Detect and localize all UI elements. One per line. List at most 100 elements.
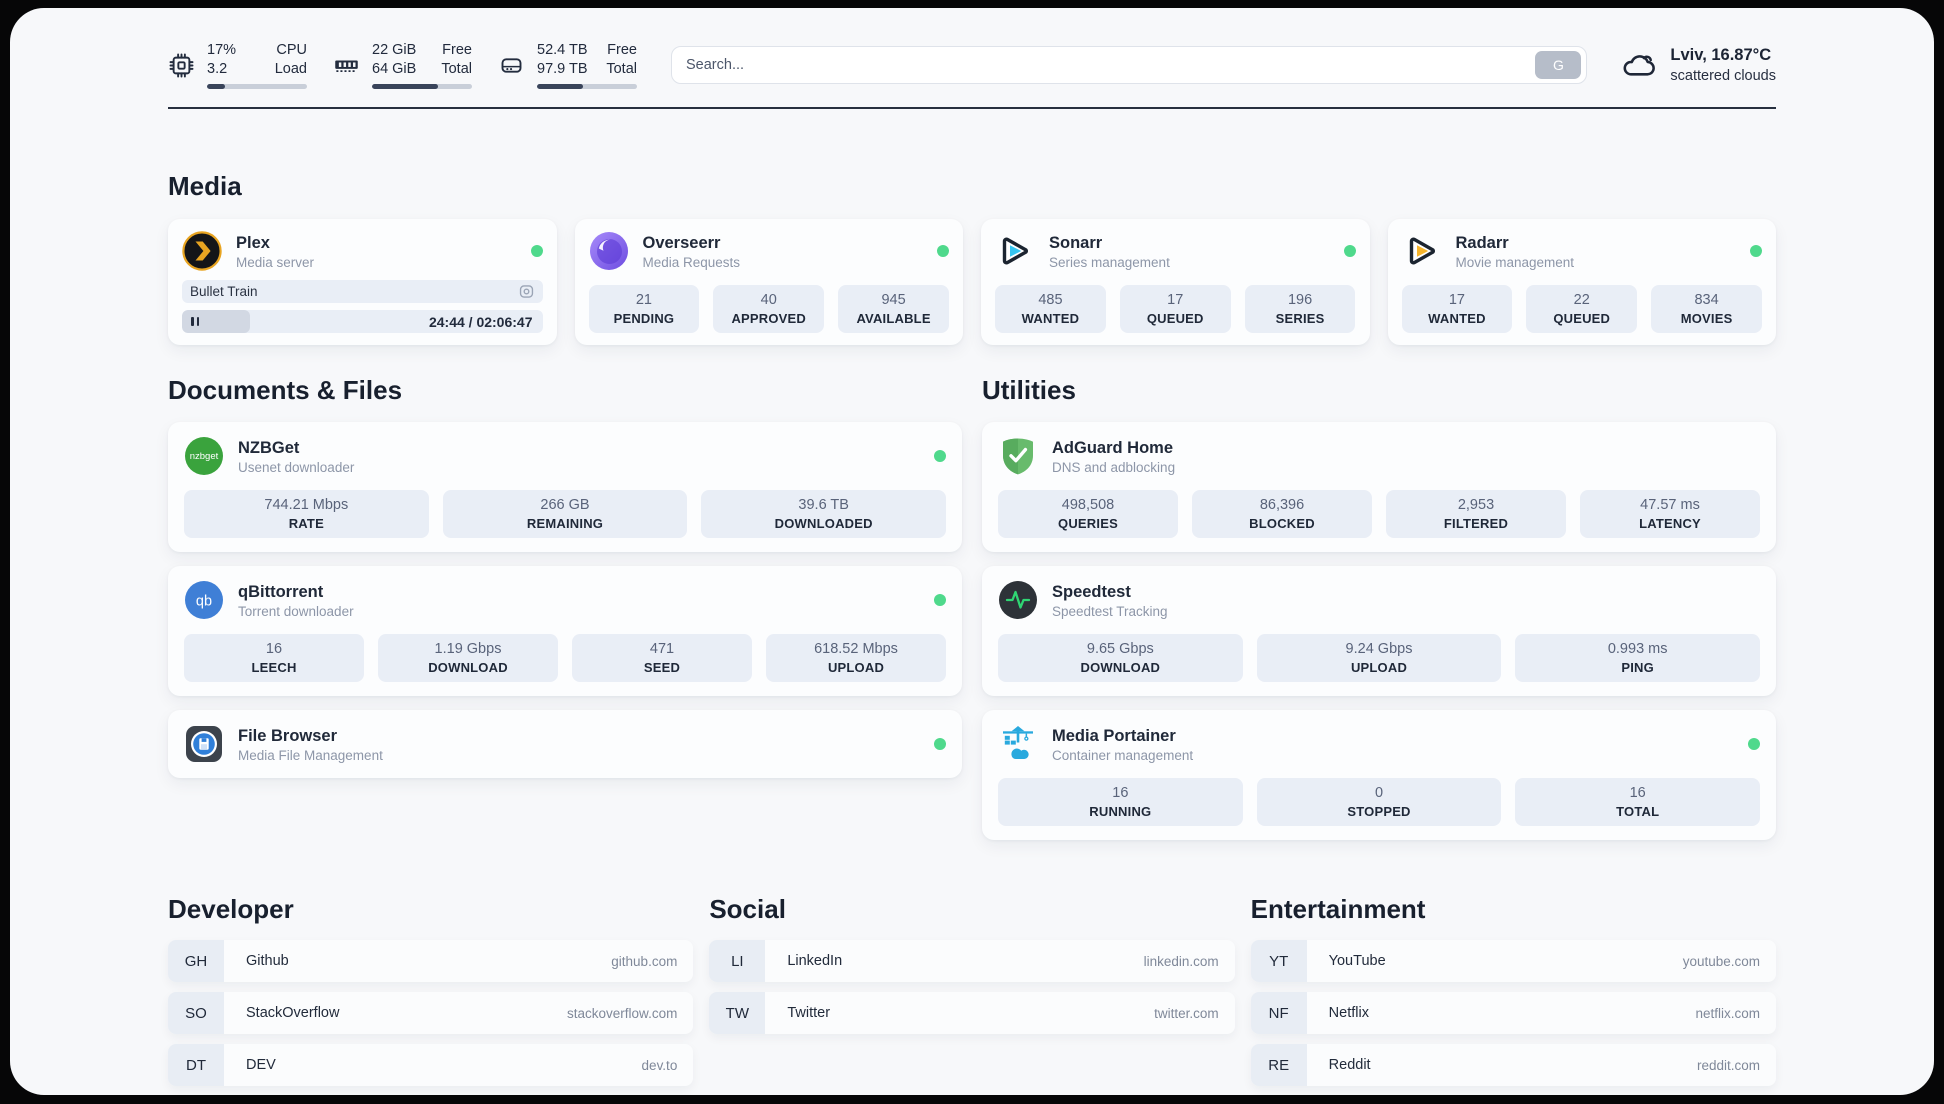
section-media: Media Plex Media server Bullet Train bbox=[168, 171, 1776, 345]
qbittorrent-icon: qb bbox=[184, 580, 224, 620]
disk-total-value: 97.9 TB bbox=[537, 61, 588, 77]
bookmark-abbr: DT bbox=[168, 1044, 224, 1086]
memory-icon bbox=[335, 59, 358, 72]
bookmark-domain: netflix.com bbox=[1695, 1005, 1760, 1021]
bookmark-name: Github bbox=[246, 953, 289, 969]
playback-progress-row: 24:44 / 02:06:47 bbox=[182, 310, 543, 333]
bookmark-abbr: NF bbox=[1250, 992, 1307, 1034]
stat-queries: 498,508 QUERIES bbox=[998, 490, 1178, 538]
service-name: Plex bbox=[236, 233, 270, 252]
service-name: Speedtest bbox=[1052, 582, 1131, 601]
bookmark-linkedin[interactable]: LI LinkedIn linkedin.com bbox=[709, 940, 1235, 982]
weather-location-temp: Lviv, 16.87°C bbox=[1670, 46, 1772, 64]
disk-icon bbox=[501, 57, 522, 73]
service-card-adguard[interactable]: AdGuard Home DNS and adblocking 498,508 Q… bbox=[982, 422, 1776, 552]
pause-icon bbox=[191, 317, 194, 326]
stat-total: 16 TOTAL bbox=[1515, 778, 1761, 826]
bookmark-github[interactable]: GH Github github.com bbox=[168, 940, 694, 982]
stat-queued: 22 QUEUED bbox=[1526, 285, 1638, 333]
media-type-icon bbox=[518, 283, 535, 300]
service-description: DNS and adblocking bbox=[1052, 459, 1176, 475]
cpu-progress-bar bbox=[207, 84, 307, 89]
memory-widget: 22 GiB 64 GiB Free Total bbox=[333, 41, 472, 89]
stat-movies: 834 MOVIES bbox=[1651, 285, 1762, 333]
stat-filtered: 2,953 FILTERED bbox=[1386, 490, 1566, 538]
plex-icon bbox=[182, 231, 222, 271]
service-description: Media Requests bbox=[642, 254, 741, 270]
service-name: File Browser bbox=[238, 726, 338, 745]
service-card-sonarr[interactable]: Sonarr Series management 485 WANTED 17 QUE… bbox=[981, 219, 1370, 345]
status-dot bbox=[1748, 738, 1760, 750]
section-title-social: Social bbox=[709, 894, 786, 924]
service-card-radarr[interactable]: Radarr Movie management 17 WANTED 22 QUEUE… bbox=[1387, 219, 1776, 345]
bookmark-twitter[interactable]: TW Twitter twitter.com bbox=[709, 992, 1235, 1034]
service-card-qbittorrent[interactable]: qb qBittorrent Torrent downloader 16 LEEC… bbox=[168, 566, 962, 696]
service-description: Media server bbox=[236, 254, 315, 270]
service-description: Container management bbox=[1052, 747, 1194, 763]
bookmark-domain: dev.to bbox=[641, 1057, 678, 1073]
service-name: Overseerr bbox=[642, 233, 721, 252]
stat-stopped: 0 STOPPED bbox=[1256, 778, 1502, 826]
stat-blocked: 86,396 BLOCKED bbox=[1192, 490, 1372, 538]
svg-text:nzbget: nzbget bbox=[190, 451, 219, 462]
search-input[interactable] bbox=[686, 57, 1536, 73]
stat-remaining: 266 GB REMAINING bbox=[442, 490, 688, 538]
speedtest-icon bbox=[998, 580, 1038, 620]
status-dot bbox=[934, 594, 946, 606]
filebrowser-icon bbox=[184, 724, 224, 764]
search-bar: G bbox=[671, 46, 1588, 84]
weather-widget: Lviv, 16.87°C scattered clouds bbox=[1621, 46, 1776, 84]
bookmark-domain: twitter.com bbox=[1154, 1005, 1219, 1021]
service-card-nzbget[interactable]: nzbget NZBGet Usenet downloader 744.21 M… bbox=[168, 422, 962, 552]
section-title-utilities: Utilities bbox=[982, 375, 1076, 405]
bookmark-name: Reddit bbox=[1328, 1057, 1371, 1073]
stat-download: 1.19 Gbps DOWNLOAD bbox=[378, 634, 558, 682]
service-description: Speedtest Tracking bbox=[1052, 603, 1168, 619]
bookmark-dev[interactable]: DT DEV dev.to bbox=[168, 1044, 694, 1086]
bookmark-domain: linkedin.com bbox=[1143, 953, 1219, 969]
header-divider bbox=[168, 107, 1776, 109]
top-bar: 17% 3.2 CPU Load 22 GiB 64 GiB Free Total bbox=[168, 38, 1776, 92]
status-dot bbox=[1343, 245, 1356, 257]
bookmark-stackoverflow[interactable]: SO StackOverflow stackoverflow.com bbox=[168, 992, 694, 1034]
bookmark-name: YouTube bbox=[1328, 953, 1386, 969]
bookmark-abbr: RE bbox=[1250, 1044, 1307, 1086]
memory-free-label: Free bbox=[442, 42, 472, 58]
stat-seed: 471 SEED bbox=[572, 634, 752, 682]
dashboard-page: 17% 3.2 CPU Load 22 GiB 64 GiB Free Total bbox=[10, 8, 1934, 1095]
bookmark-abbr: YT bbox=[1250, 940, 1307, 982]
cpu-load-label: Load bbox=[274, 61, 307, 77]
service-description: Series management bbox=[1049, 254, 1170, 270]
memory-free-value: 22 GiB bbox=[372, 42, 417, 58]
memory-progress-bar bbox=[372, 84, 472, 89]
service-description: Media File Management bbox=[238, 747, 383, 763]
now-playing-row: Bullet Train bbox=[182, 280, 543, 303]
stat-running: 16 RUNNING bbox=[998, 778, 1243, 826]
stat-upload: 618.52 Mbps UPLOAD bbox=[766, 634, 946, 682]
bookmark-abbr: TW bbox=[709, 992, 766, 1034]
stat-pending: 21 PENDING bbox=[588, 285, 700, 333]
stat-upload: 9.24 Gbps UPLOAD bbox=[1256, 634, 1502, 682]
bookmark-abbr: SO bbox=[168, 992, 224, 1034]
svg-text:qb: qb bbox=[196, 594, 212, 610]
service-card-portainer[interactable]: Media Portainer Container management 16 R… bbox=[982, 710, 1776, 840]
disk-free-label: Free bbox=[607, 42, 637, 58]
playback-elapsed-segment bbox=[182, 310, 251, 333]
section-developer: Developer GH Github github.com SO StackO… bbox=[168, 894, 694, 1095]
bookmark-youtube[interactable]: YT YouTube youtube.com bbox=[1250, 940, 1776, 982]
bookmark-name: Netflix bbox=[1328, 1005, 1369, 1021]
stat-ping: 0.993 ms PING bbox=[1515, 634, 1761, 682]
cpu-load-value: 3.2 bbox=[207, 61, 228, 77]
service-card-speedtest[interactable]: Speedtest Speedtest Tracking 9.65 Gbps DO… bbox=[982, 566, 1776, 696]
service-card-filebrowser[interactable]: File Browser Media File Management bbox=[168, 710, 962, 778]
bookmark-netflix[interactable]: NF Netflix netflix.com bbox=[1250, 992, 1776, 1034]
stat-rate: 744.21 Mbps RATE bbox=[184, 490, 429, 538]
status-dot bbox=[530, 245, 543, 257]
bookmark-domain: reddit.com bbox=[1696, 1057, 1760, 1073]
now-playing-title: Bullet Train bbox=[190, 284, 258, 299]
service-card-plex[interactable]: Plex Media server Bullet Train 24:44 / 0 bbox=[168, 219, 557, 345]
bookmark-reddit[interactable]: RE Reddit reddit.com bbox=[1250, 1044, 1776, 1086]
service-card-overseerr[interactable]: Overseerr Media Requests 21 PENDING 40 APP… bbox=[574, 219, 963, 345]
stat-available: 945 AVAILABLE bbox=[838, 285, 949, 333]
search-provider-button[interactable]: G bbox=[1535, 51, 1582, 79]
